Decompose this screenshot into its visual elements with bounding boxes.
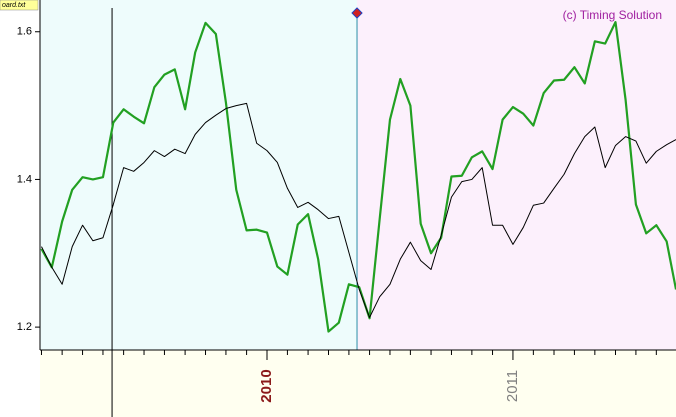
file-label-box <box>0 0 39 11</box>
x-tick-label: 2011 <box>504 370 521 402</box>
y-tick-label: 1.2 <box>17 321 32 333</box>
x-axis-band <box>40 350 676 417</box>
plot: 1.2 1.4 1.6 2010 2011 <box>17 0 676 417</box>
marker-diamond <box>351 7 363 19</box>
annotation: (c) Timing Solution <box>563 8 662 22</box>
shade-before <box>40 0 358 350</box>
y-tick-label: 1.4 <box>17 173 32 185</box>
file-label: oard.txt <box>2 2 26 9</box>
y-tick-label: 1.6 <box>17 26 32 38</box>
series-line <box>40 21 676 333</box>
x-tick-label: 2010 <box>258 369 275 402</box>
series-line <box>41 102 676 319</box>
shade-after <box>357 0 676 350</box>
